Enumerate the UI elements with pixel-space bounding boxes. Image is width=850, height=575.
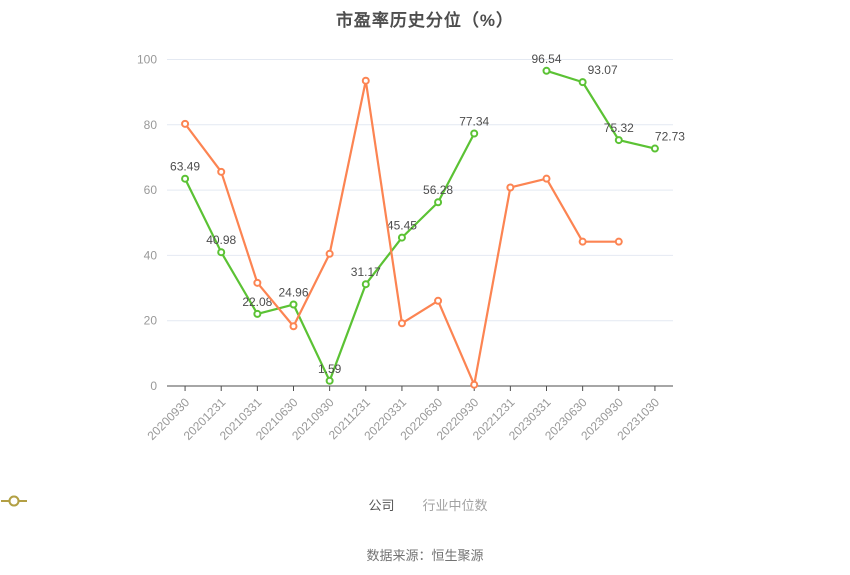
- data-point[interactable]: [289, 300, 298, 309]
- data-point[interactable]: [542, 66, 551, 75]
- data-point[interactable]: [361, 76, 370, 85]
- y-axis-tick-label: 100: [137, 53, 157, 67]
- data-label: 75.32: [604, 121, 634, 135]
- legend-item-industry-median[interactable]: 行业中位数: [1, 495, 488, 514]
- data-source-note: 数据来源：恒生聚源: [366, 548, 484, 563]
- data-point[interactable]: [470, 129, 479, 138]
- data-point[interactable]: [325, 249, 334, 258]
- data-point[interactable]: [217, 248, 226, 257]
- data-point[interactable]: [650, 144, 659, 153]
- data-point[interactable]: [614, 237, 623, 246]
- data-point[interactable]: [181, 174, 190, 183]
- data-point[interactable]: [217, 167, 226, 176]
- data-point[interactable]: [325, 376, 334, 385]
- y-axis-tick-label: 20: [144, 314, 158, 328]
- data-point[interactable]: [434, 296, 443, 305]
- legend: 公司 行业中位数: [0, 495, 850, 514]
- data-label: 31.17: [351, 265, 381, 279]
- data-label: 56.28: [423, 183, 453, 197]
- data-label: 1.59: [318, 362, 342, 376]
- data-point[interactable]: [578, 237, 587, 246]
- data-label: 24.96: [278, 286, 308, 300]
- data-point[interactable]: [397, 319, 406, 328]
- data-label: 77.34: [459, 114, 489, 128]
- data-point[interactable]: [614, 136, 623, 145]
- data-point[interactable]: [397, 233, 406, 242]
- data-label: 63.49: [170, 160, 200, 174]
- data-point[interactable]: [361, 280, 370, 289]
- data-point[interactable]: [181, 119, 190, 128]
- data-point[interactable]: [253, 278, 262, 287]
- data-label: 72.73: [655, 130, 685, 144]
- data-label: 45.45: [387, 219, 417, 233]
- y-axis-tick-label: 60: [144, 183, 158, 197]
- data-point[interactable]: [578, 78, 587, 87]
- series-line-行业中位数: [183, 79, 620, 386]
- data-point[interactable]: [289, 322, 298, 331]
- data-label: 22.08: [242, 295, 272, 309]
- data-point[interactable]: [434, 198, 443, 207]
- legend-label-company: 公司: [368, 498, 395, 513]
- data-point[interactable]: [253, 309, 262, 318]
- data-label: 96.54: [531, 52, 561, 66]
- data-point[interactable]: [542, 174, 551, 183]
- chart-title: 市盈率历史分位（%）: [335, 11, 515, 30]
- data-point[interactable]: [470, 380, 479, 389]
- y-axis-tick-label: 80: [144, 118, 158, 132]
- data-label: 40.98: [206, 233, 236, 247]
- legend-label-industry-median: 行业中位数: [422, 498, 488, 513]
- data-label: 93.07: [588, 63, 618, 77]
- data-point[interactable]: [506, 183, 515, 192]
- y-axis-tick-label: 40: [144, 248, 158, 262]
- legend-item-company[interactable]: 公司: [1, 495, 395, 514]
- y-axis-tick-label: 0: [150, 379, 157, 393]
- series-line-公司: [545, 69, 657, 150]
